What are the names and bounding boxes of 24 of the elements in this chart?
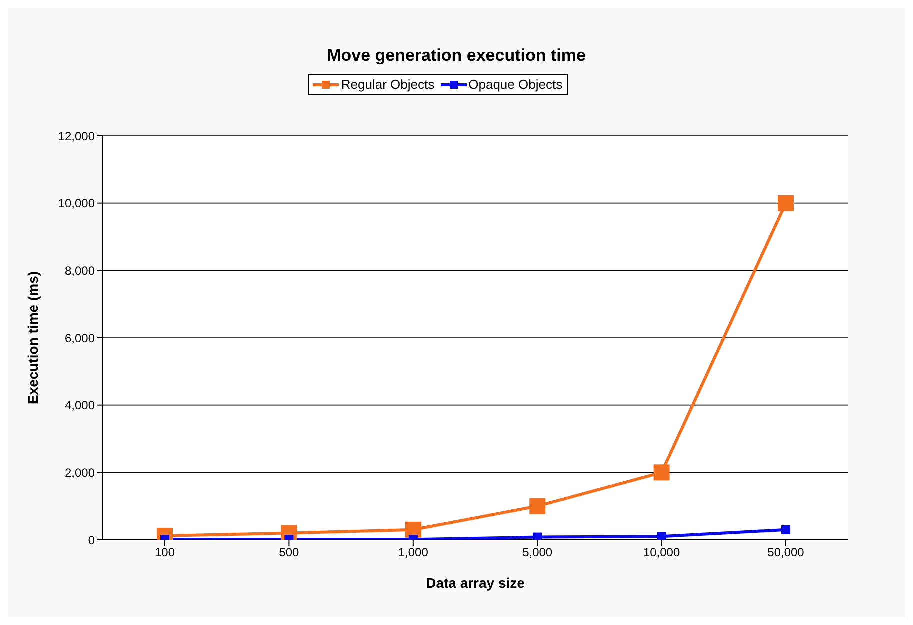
y-tick-label: 8,000 (64, 264, 96, 278)
legend-label: Opaque Objects (468, 77, 563, 92)
x-axis-title: Data array size (426, 575, 526, 591)
point (778, 195, 794, 212)
x-tick-label: 5,000 (522, 546, 553, 560)
chart-title: Move generation execution time (326, 45, 587, 67)
x-tick-label: 10,000 (643, 546, 680, 560)
y-tick-label: 0 (88, 533, 96, 548)
point (782, 525, 790, 534)
x-tick-label: 1,000 (398, 546, 429, 560)
y-axis-title: Execution time (ms) (24, 271, 41, 405)
y-tick-label: 2,000 (64, 466, 96, 480)
y-tick-label: 6,000 (64, 331, 96, 346)
y-tick-label: 4,000 (64, 398, 96, 413)
legend-label: Regular Objects (340, 77, 435, 92)
point (530, 498, 546, 514)
x-tick-label: 100 (154, 546, 176, 560)
x-tick-label: 500 (279, 546, 300, 560)
point (533, 532, 542, 540)
point (657, 532, 666, 540)
point (654, 464, 670, 481)
y-tick-label: 10,000 (58, 196, 96, 211)
x-tick-label: 50,000 (768, 546, 805, 560)
y-tick-label: 12,000 (58, 129, 96, 144)
